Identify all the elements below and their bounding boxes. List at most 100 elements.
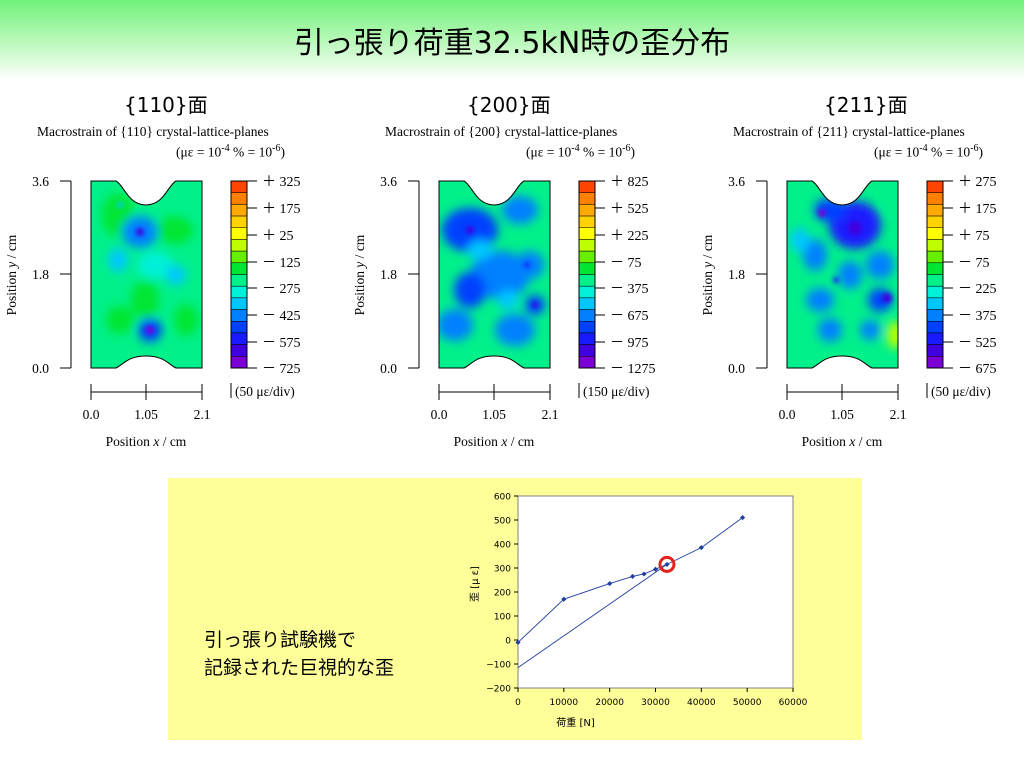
contour-blobs bbox=[790, 190, 898, 349]
colorbar-cell bbox=[578, 321, 596, 334]
contour-spot bbox=[818, 209, 826, 217]
x-label-part: Position bbox=[106, 434, 154, 449]
data-point bbox=[561, 596, 567, 602]
contour-region bbox=[137, 251, 173, 279]
colorbar-cell bbox=[578, 250, 596, 264]
contour-region bbox=[803, 239, 827, 271]
x-label-part: Position bbox=[454, 434, 502, 449]
y-tick-label: 3.6 bbox=[380, 174, 397, 189]
chart-subtitle-200: (με = 10-4 % = 10-6) bbox=[526, 143, 635, 160]
x-axis-label: Position x / cm bbox=[454, 434, 535, 449]
colorbar-label: ＋ 75 bbox=[958, 229, 990, 244]
colorbar-cell bbox=[926, 332, 944, 345]
x-tick-label: 60000 bbox=[779, 698, 808, 708]
y-tick-label: 600 bbox=[494, 493, 511, 503]
y-label-part: / cm bbox=[700, 234, 715, 261]
y-tick-label: 100 bbox=[494, 613, 511, 623]
y-tick-label: 0 bbox=[505, 637, 511, 647]
colorbar-frame bbox=[578, 180, 596, 369]
y-label-part: Position bbox=[700, 268, 715, 316]
x-tick-label: 2.1 bbox=[890, 407, 907, 422]
x-label-part: x bbox=[152, 434, 159, 449]
inset-description: 引っ張り試験機で 記録された巨視的な歪 bbox=[204, 626, 394, 682]
plot-area bbox=[517, 495, 794, 689]
x-label-part: / cm bbox=[855, 434, 882, 449]
colorbar-cell bbox=[578, 285, 596, 299]
inset-text-line-2: 記録された巨視的な歪 bbox=[204, 657, 395, 679]
contour-spot bbox=[117, 202, 123, 208]
colorbar-label: － 1275 bbox=[610, 362, 656, 377]
colorbar-cell bbox=[578, 309, 596, 322]
load-strain-chart: 600 500 400 300 200 100 0 −100 −200 0 10000 20000 30… bbox=[469, 493, 808, 730]
contour-spot bbox=[136, 228, 144, 236]
x-label-part: / cm bbox=[507, 434, 534, 449]
colorbar-cell bbox=[578, 332, 596, 345]
colorbar-cell bbox=[230, 227, 248, 240]
colorbar-label: ＋ 325 bbox=[262, 175, 301, 190]
colorbar-cell bbox=[230, 274, 248, 287]
contour-region bbox=[131, 280, 159, 320]
colorbar-cell bbox=[926, 309, 944, 322]
colorbar-cell bbox=[578, 356, 596, 369]
colorbar-cell bbox=[926, 180, 944, 193]
colorbar-cell bbox=[926, 239, 944, 252]
colorbar-step-label: (50 με/div) bbox=[235, 384, 295, 399]
x-tick-label: 1.05 bbox=[482, 407, 506, 422]
x-tick-label: 10000 bbox=[550, 698, 579, 708]
y-tick-label: 500 bbox=[494, 517, 511, 527]
colorbar-cell bbox=[926, 192, 944, 205]
y-tick-label: 400 bbox=[494, 541, 511, 551]
contour-region bbox=[502, 196, 538, 224]
colorbar-cell bbox=[926, 297, 944, 310]
contour-blobs bbox=[102, 193, 198, 342]
colorbar-cell bbox=[578, 262, 596, 275]
y-label-part: y bbox=[4, 262, 19, 270]
colorbar-label: ＋ 825 bbox=[610, 175, 649, 190]
y-tick-label: 0.0 bbox=[380, 361, 397, 376]
colorbar-label: ＋ 275 bbox=[958, 175, 997, 190]
data-point bbox=[740, 515, 746, 521]
colorbar-cell bbox=[926, 262, 944, 275]
data-point bbox=[698, 545, 704, 551]
colorbar-cell bbox=[578, 180, 596, 193]
y-label-part: / cm bbox=[352, 234, 367, 261]
chart-title-110: Macrostrain of {110} crystal-lattice-pla… bbox=[37, 124, 269, 139]
contour-spots bbox=[466, 226, 538, 308]
x-tick-label: 0 bbox=[515, 698, 521, 708]
y-tick-label: −200 bbox=[486, 685, 511, 695]
colorbar-cell bbox=[926, 274, 944, 287]
colorbar-cell bbox=[926, 215, 944, 228]
contour-spot bbox=[882, 293, 892, 303]
y-axis-label: Position y / cm bbox=[352, 234, 367, 315]
y-tick-label: 1.8 bbox=[32, 267, 49, 282]
contour-region bbox=[860, 320, 880, 340]
colorbar-label: － 525 bbox=[958, 336, 997, 351]
strain-contour-maps: 3.6 1.8 0.0 Position y / cm 0.0 1.05 2.1 Positi… bbox=[4, 174, 997, 449]
contour-spot bbox=[466, 226, 474, 234]
colorbar-cell bbox=[230, 297, 248, 310]
contour-spot bbox=[146, 326, 154, 334]
contour-spots bbox=[818, 209, 892, 303]
colorbar-cell bbox=[230, 344, 248, 357]
colorbar-cell bbox=[578, 344, 596, 357]
colorbar-cell bbox=[230, 239, 248, 252]
colorbar-cell bbox=[578, 227, 596, 240]
contour-region bbox=[806, 288, 834, 312]
contour-region bbox=[182, 195, 198, 215]
contour-panel-2: 3.6 1.8 0.0 Position y / cm 0.0 1.05 2.1 Positi… bbox=[352, 174, 656, 449]
colorbar-cell bbox=[926, 204, 944, 217]
contour-region bbox=[439, 309, 473, 341]
colorbar-label: － 975 bbox=[610, 336, 649, 351]
colorbar-cell bbox=[230, 285, 248, 299]
contour-map bbox=[787, 181, 898, 368]
colorbar-label: － 75 bbox=[958, 256, 990, 271]
colorbar-cell bbox=[578, 239, 596, 252]
contour-region bbox=[885, 190, 898, 210]
colorbar-label: － 125 bbox=[262, 256, 301, 271]
contour-region bbox=[887, 321, 898, 349]
y-tick-label: −100 bbox=[486, 661, 511, 671]
colorbar-frame bbox=[230, 180, 248, 369]
colorbar-cell bbox=[230, 309, 248, 322]
contour-region bbox=[174, 304, 198, 336]
x-tick-label: 20000 bbox=[595, 698, 624, 708]
